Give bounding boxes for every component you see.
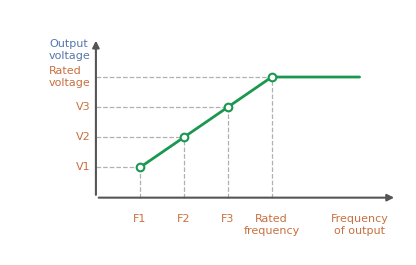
Text: Output
voltage: Output voltage	[49, 39, 91, 61]
Text: V1: V1	[76, 162, 91, 173]
Text: V2: V2	[76, 132, 91, 142]
Text: F1: F1	[133, 214, 146, 224]
Text: F3: F3	[221, 214, 235, 224]
Text: Frequency
of output: Frequency of output	[331, 214, 389, 236]
Text: F2: F2	[177, 214, 191, 224]
Text: V3: V3	[76, 102, 91, 112]
Text: Rated
voltage: Rated voltage	[49, 66, 91, 88]
Text: Rated
frequency: Rated frequency	[243, 214, 300, 236]
